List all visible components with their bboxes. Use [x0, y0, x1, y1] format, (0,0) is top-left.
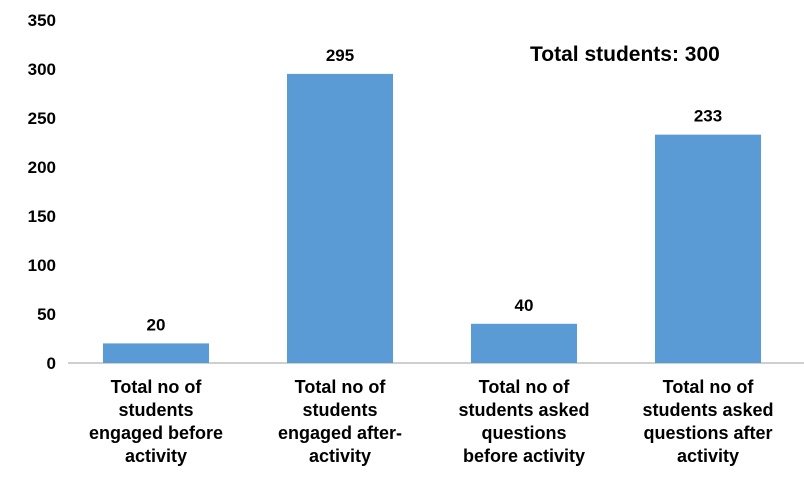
category-label-line: Total no of: [663, 377, 755, 397]
bar-value-label: 233: [694, 107, 722, 126]
category-label: Total no of students asked questions after…: [642, 377, 773, 466]
y-tick-label: 350: [28, 11, 56, 30]
category-label-line: Total no of: [479, 377, 571, 397]
y-tick-label: 50: [37, 305, 56, 324]
category-label-line: students: [302, 400, 377, 420]
bars: [103, 73, 761, 364]
bar-value-label: 40: [515, 296, 534, 315]
y-tick-label: 150: [28, 207, 56, 226]
bar: [103, 343, 209, 363]
y-tick-label: 200: [28, 158, 56, 177]
bar-value-label: 20: [147, 315, 166, 334]
category-label-line: Total no of: [111, 377, 203, 397]
category-label-line: activity: [125, 446, 187, 466]
category-label: Total no of students engaged before activit…: [89, 377, 223, 466]
bar: [471, 323, 577, 363]
y-tick-label: 100: [28, 256, 56, 275]
category-label-line: activity: [309, 446, 371, 466]
total-students-annotation: Total students: 300: [530, 43, 720, 66]
bar: [287, 73, 393, 364]
category-label-line: Total no of: [295, 377, 387, 397]
bar: [655, 134, 761, 363]
category-label-line: engaged after-: [278, 423, 402, 443]
y-tick-label: 300: [28, 60, 56, 79]
category-label-line: before activity: [463, 446, 585, 466]
category-label-line: activity: [677, 446, 739, 466]
category-label: Total no of students asked questions before…: [458, 377, 589, 466]
data-labels: 20 295 40 233: [147, 46, 723, 334]
category-label-line: engaged before: [89, 423, 223, 443]
category-label: Total no of students engaged after-activit…: [278, 377, 402, 466]
category-label-line: students: [118, 400, 193, 420]
y-tick-label: 250: [28, 109, 56, 128]
bar-value-label: 295: [326, 46, 354, 65]
category-label-line: students asked: [642, 400, 773, 420]
category-label-line: questions after: [643, 423, 772, 443]
category-label-line: questions: [481, 423, 566, 443]
category-label-line: students asked: [458, 400, 589, 420]
y-tick-label: 0: [47, 354, 56, 373]
category-labels: Total no of students engaged before activit…: [89, 377, 774, 466]
y-axis-ticks: 0 50 100 150 200 250 300 350: [28, 11, 56, 373]
